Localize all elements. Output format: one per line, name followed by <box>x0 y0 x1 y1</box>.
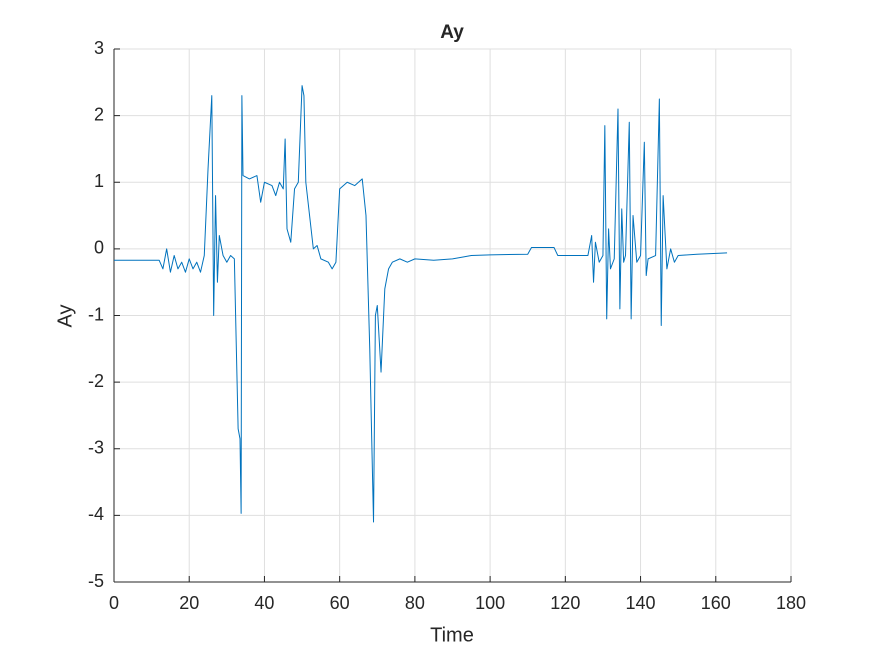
x-tick-label: 0 <box>109 593 119 613</box>
x-tick-label: 180 <box>776 593 806 613</box>
y-tick-label: 2 <box>94 104 104 124</box>
x-axis-label: Time <box>430 624 474 646</box>
chart-title: Ay <box>440 22 464 43</box>
y-tick-label: -4 <box>88 504 104 524</box>
y-tick-label: 0 <box>94 238 104 258</box>
y-axis-label: Ay <box>54 305 76 328</box>
x-tick-label: 40 <box>254 593 274 613</box>
x-tick-label: 100 <box>475 593 505 613</box>
y-tick-label: -2 <box>88 371 104 391</box>
y-tick-label: -1 <box>88 304 104 324</box>
x-tick-label: 160 <box>701 593 731 613</box>
y-tick-label: 3 <box>94 38 104 58</box>
x-tick-label: 60 <box>330 593 350 613</box>
y-tick-label: -5 <box>88 571 104 591</box>
y-tick-label: -3 <box>88 438 104 458</box>
y-tick-label: 1 <box>94 171 104 191</box>
x-tick-label: 120 <box>550 593 580 613</box>
data-line <box>114 85 728 523</box>
x-tick-label: 20 <box>179 593 199 613</box>
x-tick-label: 140 <box>626 593 656 613</box>
x-tick-label: 80 <box>405 593 425 613</box>
